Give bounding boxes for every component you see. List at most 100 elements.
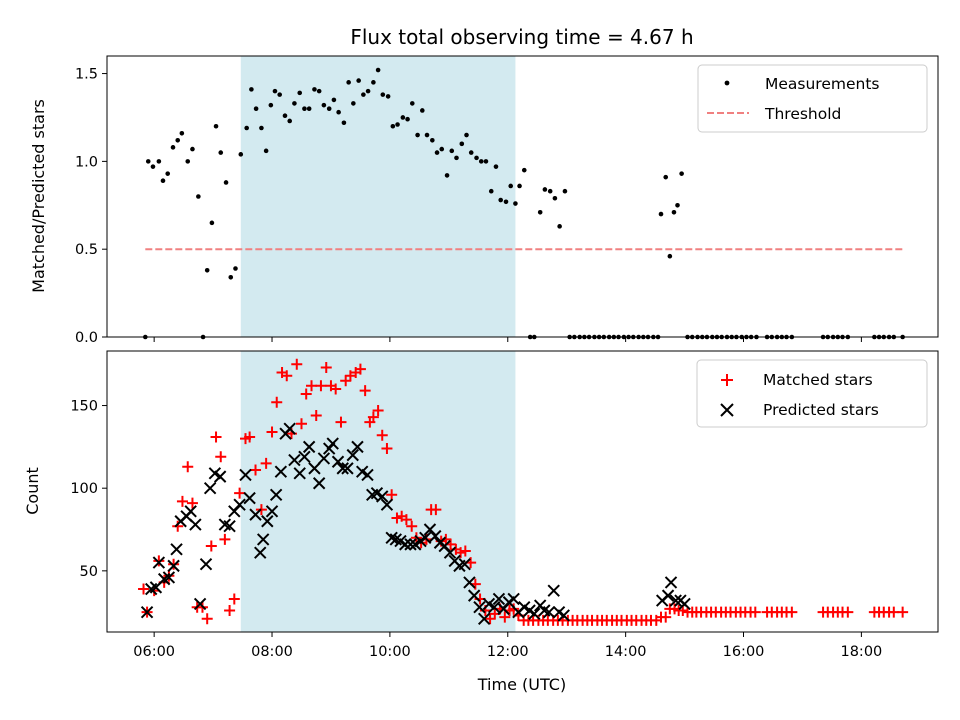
measurement-point bbox=[223, 180, 229, 185]
matched-star-point bbox=[228, 593, 240, 605]
predicted-star-point bbox=[162, 571, 176, 584]
measurement-point bbox=[405, 116, 410, 122]
measurement-point bbox=[547, 188, 553, 194]
measurement-point bbox=[521, 167, 527, 173]
predicted-star-point bbox=[199, 558, 213, 571]
predicted-star-point bbox=[477, 612, 491, 625]
matched-star-point bbox=[260, 457, 272, 469]
predicted-star-point bbox=[288, 453, 301, 467]
matched-star-point bbox=[335, 416, 347, 428]
predicted-star-point bbox=[507, 592, 520, 606]
predicted-star-point bbox=[298, 450, 311, 463]
measurement-point bbox=[213, 123, 219, 129]
measurement-point bbox=[185, 159, 191, 164]
matched-star-point bbox=[153, 555, 165, 567]
measurement-point bbox=[478, 159, 484, 164]
predicted-star-point bbox=[326, 437, 339, 450]
measurement-point bbox=[316, 88, 322, 94]
legend-label-matched: Matched stars bbox=[763, 371, 873, 389]
y-tick-label: 0.0 bbox=[75, 330, 98, 346]
measurement-point bbox=[160, 178, 166, 183]
measurement-point bbox=[395, 122, 400, 127]
measurement-point bbox=[667, 253, 673, 259]
predicted-star-point bbox=[664, 576, 678, 589]
measurement-point bbox=[196, 194, 201, 199]
measurement-point bbox=[542, 187, 548, 192]
measurement-point bbox=[336, 109, 341, 115]
measurement-point bbox=[474, 155, 479, 161]
predicted-star-point bbox=[293, 467, 306, 480]
measurement-point bbox=[292, 101, 297, 106]
measurement-point bbox=[488, 188, 494, 194]
predicted-star-point bbox=[213, 470, 227, 483]
matched-star-point bbox=[372, 405, 384, 417]
measurement-point bbox=[331, 97, 337, 103]
measurement-point bbox=[400, 115, 406, 120]
predicted-star-point bbox=[249, 508, 262, 521]
legend: Matched stars Predicted stars bbox=[696, 359, 928, 428]
predicted-star-point bbox=[488, 600, 501, 614]
measurement-point bbox=[263, 148, 269, 154]
measurement-point bbox=[238, 152, 244, 157]
predicted-star-point bbox=[167, 559, 180, 573]
measurement-point bbox=[218, 150, 224, 155]
x-axis-label: Time (UTC) bbox=[477, 675, 566, 694]
predicted-star-point bbox=[223, 520, 236, 533]
measurement-point bbox=[424, 132, 430, 138]
predicted-star-point bbox=[140, 605, 154, 619]
predicted-star-point bbox=[274, 465, 288, 478]
measurement-point bbox=[385, 94, 391, 99]
predicted-star-point bbox=[203, 481, 217, 495]
measurement-point bbox=[165, 171, 171, 176]
measurement-point bbox=[190, 146, 195, 152]
matched-star-point bbox=[205, 540, 217, 552]
measurement-point bbox=[390, 123, 396, 129]
predicted-star-point bbox=[152, 556, 166, 569]
axes-frame bbox=[106, 350, 939, 633]
predicted-star-point bbox=[661, 589, 675, 602]
matched-star-point bbox=[176, 495, 188, 507]
predicted-star-point bbox=[463, 576, 476, 589]
predicted-star-point bbox=[557, 609, 570, 622]
measurement-point bbox=[679, 171, 684, 176]
measurement-point bbox=[434, 150, 440, 155]
y-tick-label: 50 bbox=[80, 564, 98, 580]
y-axis-label: Matched/Predicted stars bbox=[29, 99, 48, 293]
matched-star-point bbox=[354, 363, 366, 375]
measurement-point bbox=[145, 159, 151, 164]
measurement-point bbox=[557, 224, 562, 229]
matched-star-point bbox=[310, 409, 322, 421]
predicted-star-point bbox=[492, 592, 506, 606]
predicted-star-point bbox=[331, 455, 345, 468]
legend: Measurements Threshold bbox=[697, 64, 928, 133]
x-tick-label: 08:00 bbox=[251, 644, 293, 660]
measurement-point bbox=[663, 174, 669, 180]
matched-star-point bbox=[897, 606, 909, 618]
measurement-point bbox=[444, 173, 450, 178]
matched-star-point bbox=[842, 606, 854, 618]
predicted-star-point bbox=[419, 531, 432, 544]
legend-x-marker bbox=[720, 403, 734, 417]
measurement-point bbox=[287, 118, 293, 124]
y-tick-label: 0.5 bbox=[75, 242, 98, 258]
measurement-point bbox=[361, 92, 366, 97]
predicted-star-point bbox=[254, 546, 267, 559]
measurement-point bbox=[312, 87, 317, 92]
matched-star-point bbox=[660, 611, 672, 623]
matched-star-point bbox=[201, 613, 213, 625]
measurement-point bbox=[371, 80, 376, 85]
predicted-star-point bbox=[678, 597, 691, 611]
measurement-point bbox=[439, 146, 445, 152]
predicted-star-point bbox=[170, 543, 183, 556]
measurement-point bbox=[233, 266, 238, 271]
measurement-point bbox=[326, 106, 332, 111]
matched-star-point bbox=[271, 396, 283, 408]
predicted-star-point bbox=[361, 468, 374, 482]
x-tick-label: 14:00 bbox=[605, 644, 647, 660]
measurement-point bbox=[297, 90, 303, 96]
measurement-point bbox=[562, 188, 568, 194]
predicted-star-point bbox=[261, 515, 274, 528]
predicted-star-point bbox=[385, 531, 398, 544]
measurement-point bbox=[449, 148, 455, 154]
